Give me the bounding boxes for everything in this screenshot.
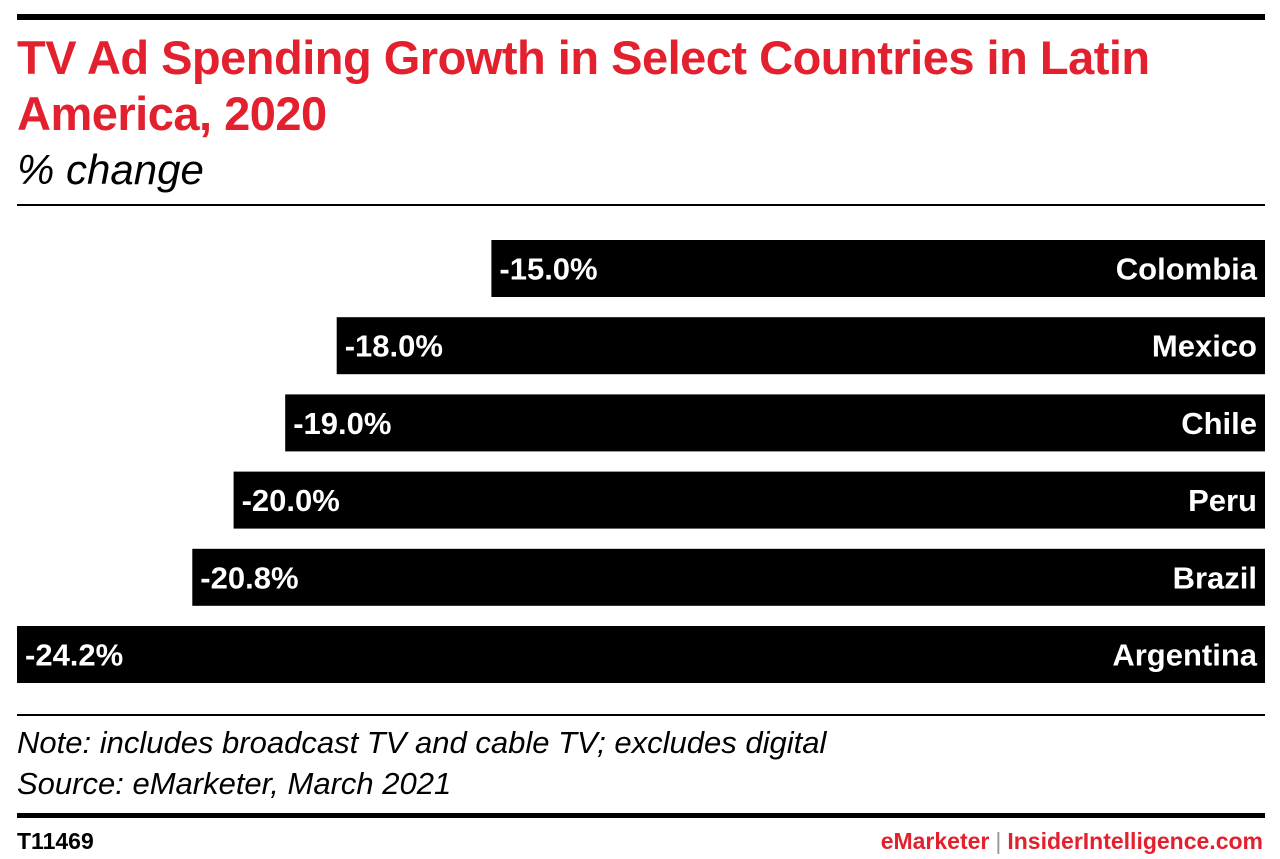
bar-brazil [192, 548, 1265, 606]
bar-chile [285, 394, 1265, 452]
value-label-peru: -20.0% [242, 483, 340, 518]
note-rule [17, 714, 1265, 716]
value-label-brazil: -20.8% [200, 560, 298, 595]
brand-insider-intelligence: InsiderIntelligence.com [1007, 828, 1263, 854]
bar-colombia [491, 240, 1265, 297]
header-rule [17, 204, 1265, 206]
brand-footer: eMarketer | InsiderIntelligence.com [881, 826, 1263, 856]
chart-source: Source: eMarketer, March 2021 [17, 766, 452, 801]
category-label-colombia: Colombia [1116, 252, 1258, 287]
chart-title: TV Ad Spending Growth in Select Countrie… [17, 31, 1150, 140]
bar-argentina [17, 626, 1265, 683]
chart-note: Note: includes broadcast TV and cable TV… [17, 725, 827, 760]
chart-subtitle: % change [17, 146, 204, 193]
category-label-peru: Peru [1188, 483, 1257, 518]
chart-id: T11469 [17, 828, 94, 854]
category-label-brazil: Brazil [1173, 560, 1257, 595]
value-label-mexico: -18.0% [345, 329, 443, 364]
value-label-chile: -19.0% [293, 406, 391, 441]
value-label-argentina: -24.2% [25, 638, 123, 673]
category-label-argentina: Argentina [1112, 638, 1257, 673]
footer-rule [17, 813, 1265, 818]
bar-mexico [336, 317, 1265, 375]
bar-peru [233, 471, 1266, 529]
category-label-chile: Chile [1181, 406, 1257, 441]
category-label-mexico: Mexico [1152, 329, 1257, 364]
top-rule [17, 14, 1265, 20]
value-label-colombia: -15.0% [499, 252, 597, 287]
brand-separator: | [995, 828, 1002, 854]
brand-emarketer: eMarketer [880, 828, 990, 854]
